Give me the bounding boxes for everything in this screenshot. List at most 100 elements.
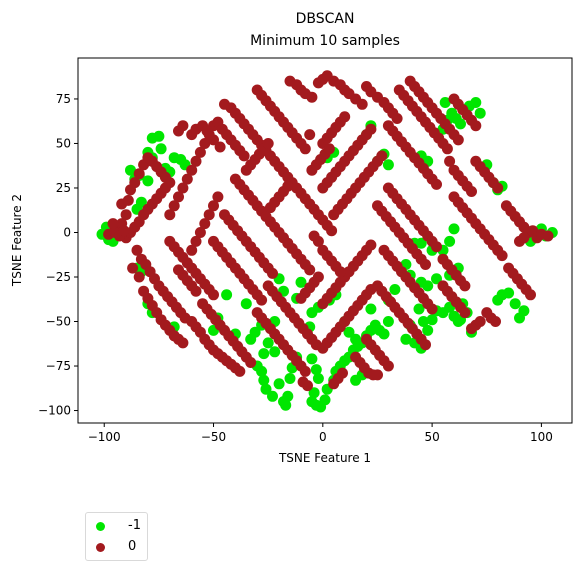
scatter-point <box>439 97 451 108</box>
scatter-point <box>107 218 119 230</box>
scatter-point <box>177 337 189 349</box>
scatter-point <box>120 209 132 221</box>
scatter-point <box>260 383 272 395</box>
scatter-point <box>323 143 335 155</box>
scatter-point <box>466 323 477 335</box>
scatter-point <box>142 175 154 187</box>
legend-item-cluster-0: 0 <box>86 538 147 558</box>
scatter-point <box>129 177 141 189</box>
scatter-point <box>400 333 412 345</box>
x-tick-label: −50 <box>201 430 226 444</box>
scatter-point <box>391 113 403 124</box>
scatter-point <box>444 155 456 167</box>
scatter-point <box>256 294 268 306</box>
legend: -1 0 <box>85 512 148 561</box>
scatter-point <box>459 280 471 292</box>
x-tick-label: 100 <box>530 430 553 444</box>
scatter-point <box>267 390 278 402</box>
scatter-point <box>190 285 202 297</box>
scatter-point <box>518 232 530 244</box>
scatter-point <box>308 230 320 242</box>
scatter-point <box>168 200 180 212</box>
scatter-point <box>214 141 226 153</box>
scatter-point <box>295 276 307 288</box>
scatter-point <box>273 378 285 390</box>
scatter-point <box>173 191 184 203</box>
scatter-point <box>466 186 477 197</box>
chart-title: DBSCAN <box>296 11 355 27</box>
scatter-point <box>258 348 270 360</box>
scatter-point <box>264 202 276 214</box>
scatter-point <box>133 168 145 180</box>
legend-marker-cluster-0 <box>96 543 105 552</box>
scatter-point <box>221 289 233 301</box>
scatter-point <box>199 138 211 149</box>
scatter-point <box>365 239 377 251</box>
scatter-point <box>262 138 274 149</box>
scatter-point <box>199 218 211 230</box>
scatter-point <box>382 360 394 372</box>
scatter-point <box>420 339 431 351</box>
y-tick-label: 50 <box>56 136 71 150</box>
scatter-point <box>474 107 486 119</box>
scatter-point <box>208 134 219 146</box>
scatter-point <box>365 123 377 135</box>
scatter-point <box>125 164 136 176</box>
points-layer <box>96 70 558 413</box>
scatter-point <box>426 314 438 326</box>
y-tick-label: −50 <box>46 315 71 329</box>
scatter-point <box>496 250 508 262</box>
scatter-point <box>503 287 515 299</box>
scatter-point <box>415 237 427 249</box>
x-tick-label: 50 <box>424 430 439 444</box>
scatter-point <box>350 333 362 345</box>
scatter-point <box>133 271 145 283</box>
scatter-point <box>297 376 309 388</box>
scatter-point <box>490 316 501 327</box>
scatter-point <box>249 326 261 338</box>
scatter-point <box>308 387 320 399</box>
scatter-point <box>518 305 530 317</box>
scatter-point <box>262 337 274 349</box>
scatter-point <box>118 225 130 237</box>
scatter-point <box>378 328 390 340</box>
y-tick-label: 25 <box>56 181 71 195</box>
legend-label-cluster-0: 0 <box>128 539 137 554</box>
scatter-point <box>459 307 471 319</box>
scatter-point <box>431 273 442 285</box>
scatter-point <box>153 130 165 142</box>
scatter-point <box>376 150 388 162</box>
scatter-point <box>173 264 184 276</box>
scatter-point <box>240 298 252 310</box>
scatter-point <box>542 230 554 242</box>
scatter-point <box>312 373 324 384</box>
scatter-point <box>455 118 466 130</box>
scatter-point <box>365 303 377 315</box>
scatter-point <box>177 182 189 194</box>
scatter-point <box>299 143 311 155</box>
scatter-point <box>422 280 434 292</box>
scatter-point <box>190 235 202 247</box>
scatter-point <box>509 298 521 310</box>
scatter-point <box>282 390 294 402</box>
scatter-point <box>127 262 139 274</box>
plot-area-frame <box>77 57 573 424</box>
scatter-point <box>131 244 143 256</box>
scatter-point <box>334 266 346 278</box>
scatter-point <box>304 129 316 141</box>
y-tick-label: −75 <box>46 359 71 373</box>
scatter-point <box>122 194 134 206</box>
scatter-point <box>470 120 482 132</box>
scatter-point <box>256 365 268 377</box>
axes-layer: −100 −50 0 50 100 −100 −75 −50 −25 0 25 50 75 <box>38 92 553 444</box>
scatter-point <box>245 357 257 368</box>
scatter-point <box>452 134 464 146</box>
legend-marker-noise <box>96 522 105 531</box>
scatter-point <box>135 196 147 208</box>
scatter-point <box>201 125 213 137</box>
series-cluster-0 <box>103 70 554 392</box>
scatter-point <box>306 91 318 103</box>
scatter-point <box>304 264 316 276</box>
scatter-point <box>282 180 294 192</box>
